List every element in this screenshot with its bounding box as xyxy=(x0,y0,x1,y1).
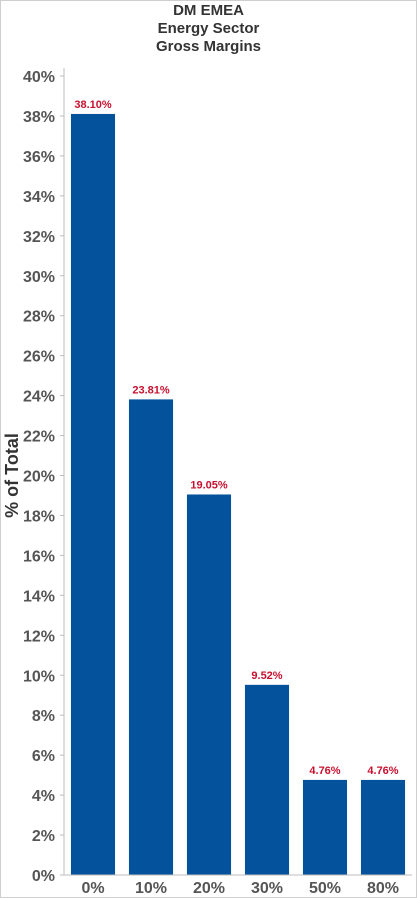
x-tick-label: 0% xyxy=(81,880,104,897)
chart-title-line-1: DM EMEA xyxy=(173,2,244,19)
y-tick-label: 4% xyxy=(32,788,55,805)
chart-title-line-3: Gross Margins xyxy=(155,38,262,55)
y-tick-label: 40% xyxy=(23,69,55,86)
data-labels: 38.10% 23.81% 19.05% 9.52% 4.76% 4.76% xyxy=(74,99,398,777)
y-tick-label: 2% xyxy=(32,828,55,845)
axes xyxy=(63,68,412,876)
x-tick-label: 50% xyxy=(309,880,341,897)
chart-title: DM EMEA Energy Sector Gross Margins xyxy=(0,2,417,56)
y-tick-label: 38% xyxy=(23,109,55,126)
y-tick-label: 22% xyxy=(23,429,55,446)
y-tick-label: 14% xyxy=(23,588,55,605)
y-tick-label: 32% xyxy=(23,229,55,246)
y-tick-label: 16% xyxy=(23,548,55,565)
data-label: 4.76% xyxy=(309,765,340,777)
y-tick-label: 12% xyxy=(23,628,55,645)
y-tick-label: 0% xyxy=(32,868,55,885)
x-tick-label: 20% xyxy=(193,880,225,897)
y-tick-label: 30% xyxy=(23,269,55,286)
bar xyxy=(360,779,406,875)
bar xyxy=(244,684,290,875)
y-tick-label: 8% xyxy=(32,708,55,725)
x-tick-label: 10% xyxy=(135,880,167,897)
bar xyxy=(70,113,116,875)
y-tick-label: 26% xyxy=(23,349,55,366)
x-tick-label: 30% xyxy=(251,880,283,897)
data-label: 9.52% xyxy=(251,670,282,682)
bars xyxy=(70,113,406,875)
x-axis-ticks: 0% 10% 20% 30% 50% 80% xyxy=(81,880,399,897)
y-tick-label: 28% xyxy=(23,309,55,326)
y-tick-label: 18% xyxy=(23,508,55,525)
bar xyxy=(128,399,174,875)
y-tick-label: 36% xyxy=(23,149,55,166)
bar xyxy=(302,779,348,875)
data-label: 38.10% xyxy=(74,99,112,111)
y-tick-label: 34% xyxy=(23,189,55,206)
y-tick-label: 24% xyxy=(23,389,55,406)
y-axis-label-group: % of Total xyxy=(2,433,22,518)
y-axis-label: % of Total xyxy=(2,433,22,518)
y-tick-label: 20% xyxy=(23,469,55,486)
chart-title-line-2: Energy Sector xyxy=(157,20,260,37)
y-axis-ticks: 0% 2% 4% 6% 8% 10% 12% 14% 16% 18% 20% 22% 24% 26% 28%… xyxy=(23,69,64,885)
bar xyxy=(186,494,232,875)
data-label: 19.05% xyxy=(190,479,228,491)
data-label: 4.76% xyxy=(367,765,398,777)
y-tick-label: 6% xyxy=(32,748,55,765)
data-label: 23.81% xyxy=(132,384,170,396)
x-tick-label: 80% xyxy=(367,880,399,897)
y-tick-label: 10% xyxy=(23,668,55,685)
